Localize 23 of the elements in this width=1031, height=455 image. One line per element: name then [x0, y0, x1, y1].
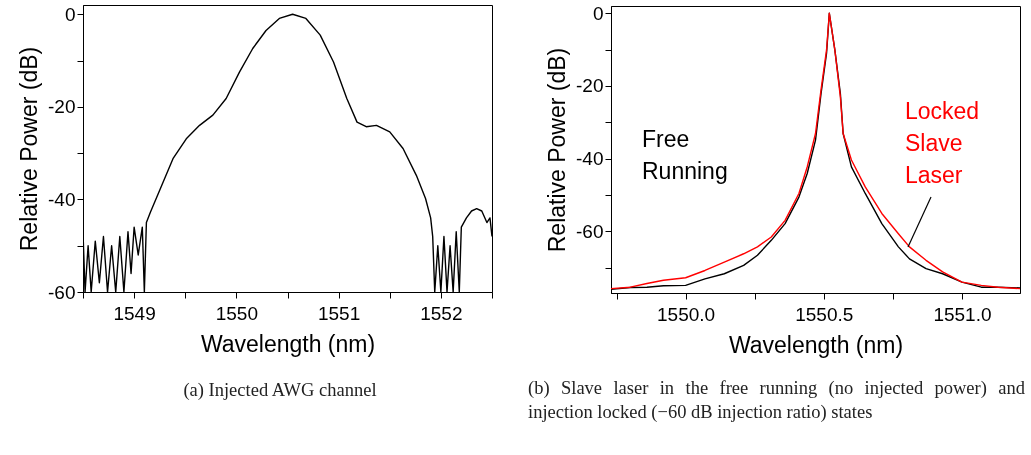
y-tick-label: -20	[576, 75, 604, 97]
x-tick-label: 1549	[113, 302, 156, 324]
x-axis-title: Wavelength (nm)	[728, 331, 904, 358]
x-tick-label: 1550.0	[657, 303, 716, 325]
text: Free Running	[642, 126, 728, 184]
y-tick-label: 0	[64, 3, 76, 25]
y-tick-label: 0	[592, 2, 604, 24]
y-axis-title: Relative Power (dB)	[544, 47, 571, 253]
y-tick-label: -60	[576, 220, 604, 242]
x-tick-label: 1551.0	[933, 303, 992, 325]
y-tick-label: -20	[48, 96, 76, 118]
x-tick-label: 1552	[420, 302, 463, 324]
y-tick-label: -40	[48, 188, 76, 210]
x-tick-label: 1550	[215, 302, 259, 324]
y-tick-label: -60	[48, 281, 76, 303]
x-tick-label: 1550.5	[795, 303, 854, 325]
series-label: Locked Slave Laser	[905, 98, 980, 188]
y-tick-label: -40	[576, 148, 604, 170]
y-axis-title: Relative Power (dB)	[16, 46, 43, 252]
text: (a) Injected AWG channel	[182, 379, 378, 402]
text: (b) Slave laser in the free running (no injected power) and injection locked (−60 dB injection ratio) states	[528, 377, 1025, 424]
x-axis-title: Wavelength (nm)	[200, 330, 376, 357]
x-tick-label: 1551	[317, 302, 361, 324]
